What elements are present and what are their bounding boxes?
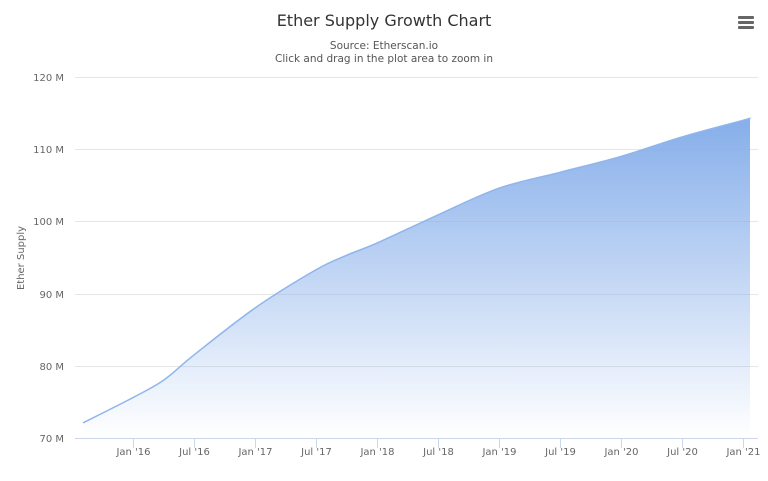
svg-text:Jan '21: Jan '21	[725, 447, 760, 458]
svg-text:Jul '19: Jul '19	[544, 447, 576, 458]
x-axis-ticks: Jan '16 Jul '16 Jan '17 Jul '17 Jan '18 Jul '…	[115, 438, 761, 458]
svg-text:Jul '16: Jul '16	[178, 447, 210, 458]
chart-title: Ether Supply Growth Chart	[276, 11, 492, 30]
svg-text:Jan '18: Jan '18	[359, 447, 394, 458]
svg-text:110 M: 110 M	[33, 145, 64, 156]
subtitle-hint: Click and drag in the plot area to zoom …	[275, 53, 493, 65]
supply-area	[83, 118, 751, 439]
svg-text:70 M: 70 M	[39, 434, 64, 445]
supply-line	[82, 117, 752, 424]
svg-text:Jul '17: Jul '17	[300, 447, 332, 458]
chart-subtitle: Source: Etherscan.io Click and drag in t…	[0, 40, 768, 66]
svg-text:Jul '20: Jul '20	[666, 447, 698, 458]
svg-text:80 M: 80 M	[39, 362, 64, 373]
hamburger-menu-icon[interactable]	[738, 16, 754, 30]
svg-text:Jan '19: Jan '19	[481, 447, 516, 458]
svg-text:Jul '18: Jul '18	[422, 447, 454, 458]
svg-text:90 M: 90 M	[39, 290, 64, 301]
y-axis-labels: 70 M 80 M 90 M 100 M 110 M 120 M	[33, 73, 64, 445]
subtitle-source: Source: Etherscan.io	[329, 40, 439, 52]
svg-text:Jan '17: Jan '17	[237, 447, 272, 458]
svg-text:Jan '16: Jan '16	[115, 447, 150, 458]
svg-text:100 M: 100 M	[33, 217, 64, 228]
y-axis-title: Ether Supply	[16, 226, 27, 290]
svg-text:120 M: 120 M	[33, 73, 64, 84]
svg-text:Jan '20: Jan '20	[603, 447, 638, 458]
